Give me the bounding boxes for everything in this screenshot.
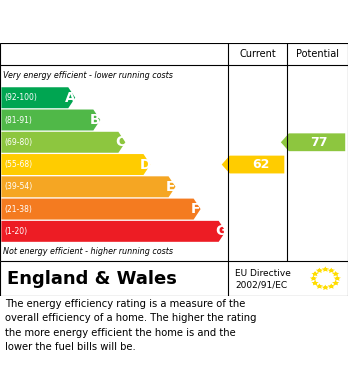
Polygon shape: [328, 268, 335, 273]
Text: Current: Current: [239, 49, 276, 59]
Polygon shape: [316, 268, 323, 273]
Text: (39-54): (39-54): [4, 182, 32, 191]
Polygon shape: [1, 109, 100, 131]
Polygon shape: [311, 271, 319, 276]
Text: (81-91): (81-91): [4, 115, 32, 124]
Polygon shape: [1, 199, 200, 220]
Polygon shape: [222, 156, 284, 174]
Text: Energy Efficiency Rating: Energy Efficiency Rating: [73, 22, 275, 36]
Text: 77: 77: [310, 136, 328, 149]
Polygon shape: [316, 283, 323, 289]
Polygon shape: [332, 280, 339, 285]
Text: F: F: [191, 202, 200, 216]
Text: The energy efficiency rating is a measure of the
overall efficiency of a home. T: The energy efficiency rating is a measur…: [5, 299, 257, 352]
Text: Not energy efficient - higher running costs: Not energy efficient - higher running co…: [3, 247, 174, 256]
Text: D: D: [140, 158, 151, 172]
Polygon shape: [332, 271, 339, 276]
Polygon shape: [310, 276, 317, 281]
Text: E: E: [166, 180, 175, 194]
Text: EU Directive: EU Directive: [235, 269, 291, 278]
Polygon shape: [1, 221, 226, 242]
Polygon shape: [328, 283, 335, 289]
Text: B: B: [90, 113, 101, 127]
Text: Very energy efficient - lower running costs: Very energy efficient - lower running co…: [3, 71, 173, 80]
Polygon shape: [322, 266, 329, 272]
Text: 62: 62: [252, 158, 270, 171]
Polygon shape: [281, 133, 345, 151]
Text: G: G: [215, 224, 227, 239]
Text: England & Wales: England & Wales: [7, 269, 177, 287]
Text: (21-38): (21-38): [4, 204, 32, 213]
Text: Potential: Potential: [296, 49, 339, 59]
Polygon shape: [334, 276, 341, 281]
Polygon shape: [1, 132, 125, 153]
Text: (1-20): (1-20): [4, 227, 27, 236]
Text: (55-68): (55-68): [4, 160, 32, 169]
Polygon shape: [1, 87, 75, 108]
Polygon shape: [322, 285, 329, 290]
Text: A: A: [65, 91, 76, 105]
Polygon shape: [1, 154, 150, 175]
Text: C: C: [116, 135, 126, 149]
Polygon shape: [311, 280, 319, 285]
Text: 2002/91/EC: 2002/91/EC: [235, 281, 287, 290]
Text: (69-80): (69-80): [4, 138, 32, 147]
Text: (92-100): (92-100): [4, 93, 37, 102]
Polygon shape: [1, 176, 175, 197]
